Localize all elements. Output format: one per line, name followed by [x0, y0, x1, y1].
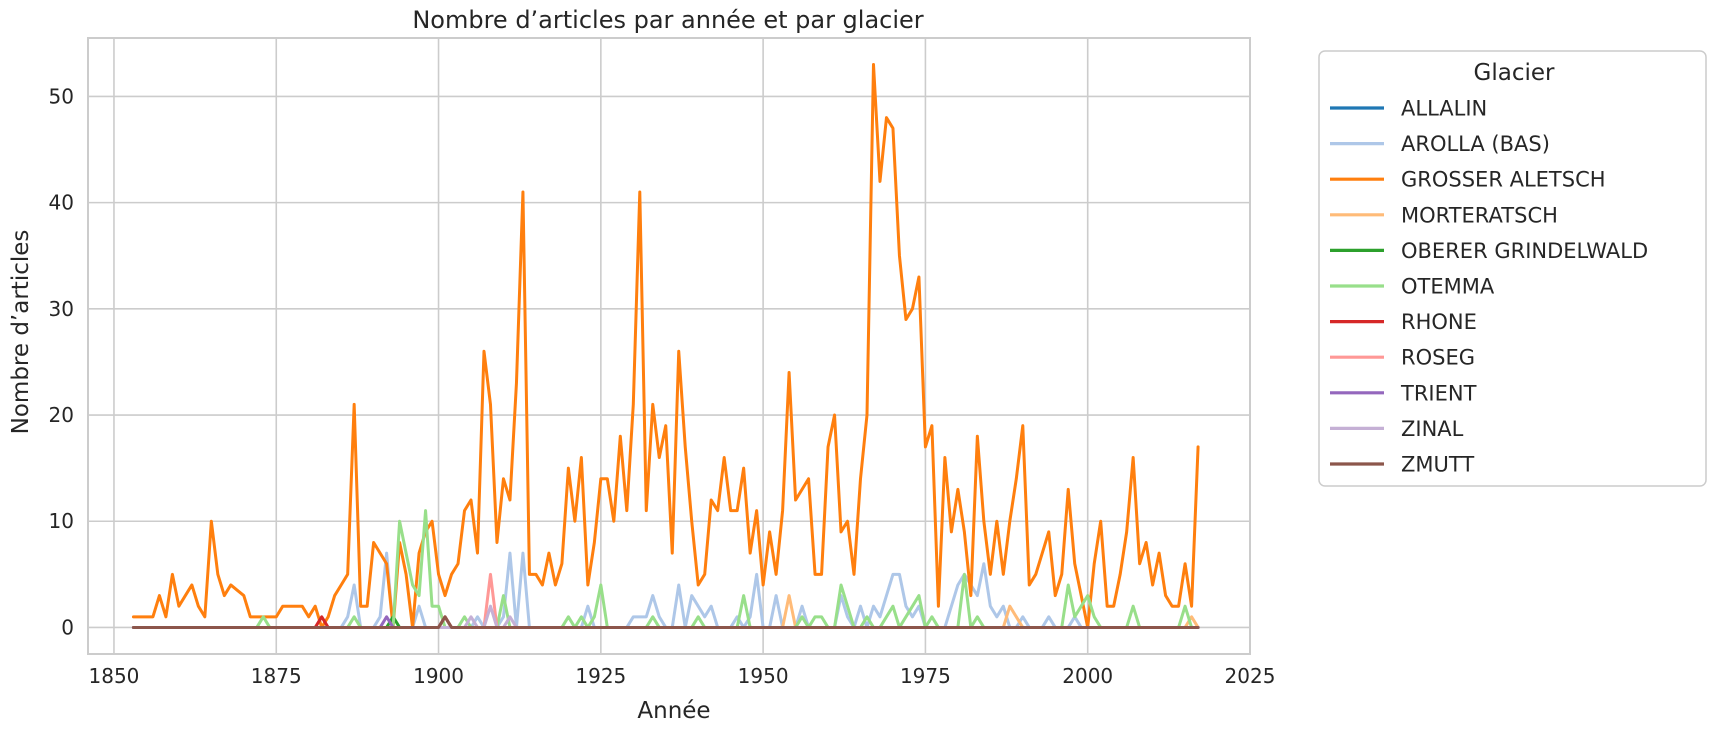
x-axis-title: Année	[637, 698, 710, 724]
x-tick-label: 1875	[251, 664, 302, 688]
legend-entry: ZINAL	[1401, 417, 1464, 441]
x-tick-label: 1975	[900, 664, 951, 688]
series-line-morteratsch	[131, 594, 1200, 629]
x-tick-labels: 1850 1875 1900 1925 1950 1975 2000 2025	[89, 664, 1276, 688]
legend-title: Glacier	[1474, 60, 1555, 86]
chart-title: Nombre d’articles par année et par glaci…	[412, 6, 923, 34]
x-tick-label: 2000	[1062, 664, 1113, 688]
legend-items: ALLALIN AROLLA (BAS) GROSSER ALETSCH MORTER…	[1330, 97, 1648, 477]
x-tick-label: 1850	[89, 664, 140, 688]
grid	[88, 38, 1251, 654]
legend-entry: OTEMMA	[1401, 275, 1495, 299]
legend-entry: ZMUTT	[1401, 453, 1474, 477]
y-tick-labels: 0 10 20 30 40 50	[49, 84, 74, 639]
x-tick-label: 1900	[413, 664, 464, 688]
y-tick-label: 30	[49, 297, 74, 321]
x-tick-label: 2025	[1225, 664, 1276, 688]
legend: Glacier ALLALIN AROLLA (BAS) GROSSER ALETS…	[1318, 50, 1707, 487]
y-axis-title: Nombre d’articles	[8, 230, 34, 435]
y-tick-label: 40	[49, 191, 74, 215]
y-tick-label: 20	[49, 403, 74, 427]
series-lines	[131, 63, 1200, 629]
series-line-arolla-bas	[131, 551, 1200, 629]
legend-entry: RHONE	[1401, 310, 1477, 334]
legend-entry: ALLALIN	[1401, 97, 1487, 121]
y-tick-label: 0	[61, 615, 74, 639]
legend-entry: OBERER GRINDELWALD	[1401, 239, 1648, 263]
legend-box	[1318, 50, 1707, 487]
series-line-roseg	[131, 572, 1200, 629]
legend-entry: MORTERATSCH	[1401, 203, 1558, 227]
legend-entry: TRIENT	[1400, 381, 1477, 405]
legend-entry: AROLLA (BAS)	[1401, 132, 1550, 156]
x-tick-label: 1950	[738, 664, 789, 688]
x-tick-label: 1925	[575, 664, 626, 688]
y-tick-label: 50	[49, 84, 74, 108]
y-tick-label: 10	[49, 509, 74, 533]
series-line-grosser-aletsch	[131, 63, 1200, 629]
plot-frame	[87, 37, 1251, 655]
series-line-zmutt	[131, 615, 1200, 629]
series-line-zinal	[131, 604, 1200, 629]
legend-entry: ROSEG	[1401, 346, 1475, 370]
legend-entry: GROSSER ALETSCH	[1401, 168, 1606, 192]
